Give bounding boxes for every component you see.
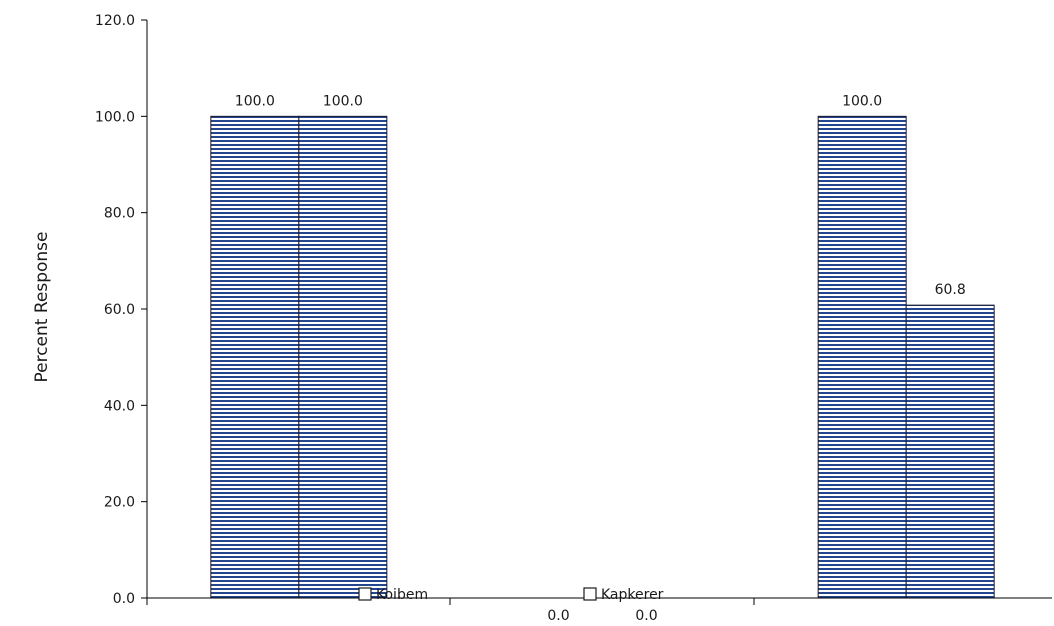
y-axis-title: Percent Response [32,231,52,382]
data-label: 100.0 [235,93,275,109]
y-tick-label: 60.0 [104,302,135,318]
y-tick-label: 40.0 [104,398,135,414]
legend-item-kapkerer: Kapkerer [583,587,664,603]
bars [210,115,995,599]
data-labels: 100.0 0.0 100.0 100.0 0.0 60.8 [235,93,966,624]
data-label: 0.0 [547,608,569,624]
bar-kapkerer-2 [905,304,995,599]
y-tick-label: 100.0 [95,109,135,125]
data-label: 0.0 [635,608,657,624]
legend: Koibem Kapkerer [358,587,664,603]
bar-koibem-2 [817,115,907,599]
y-axis: 0.0 20.0 40.0 60.0 80.0 100.0 120.0 [95,13,147,607]
bar-kapkerer-0 [298,115,388,599]
y-tick-label: 120.0 [95,13,135,29]
legend-label: Kapkerer [601,587,664,603]
y-tick-label: 20.0 [104,495,135,511]
legend-swatch [358,587,372,601]
legend-label: Koibem [376,587,428,603]
y-tick-label: 0.0 [113,591,135,607]
data-label: 60.8 [935,282,966,298]
legend-item-koibem: Koibem [358,587,428,603]
y-tick-label: 80.0 [104,206,135,222]
data-label: 100.0 [323,93,363,109]
data-label: 100.0 [842,93,882,109]
legend-swatch [583,587,597,601]
bar-koibem-0 [210,115,300,599]
